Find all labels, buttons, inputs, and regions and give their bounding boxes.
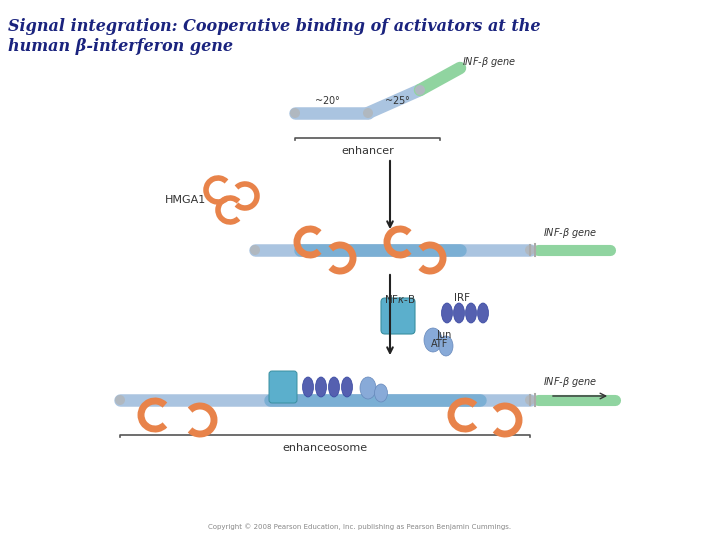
Ellipse shape: [302, 377, 313, 397]
Text: enhanceosome: enhanceosome: [282, 443, 368, 453]
Text: Jun: Jun: [436, 330, 451, 340]
Text: human β-interferon gene: human β-interferon gene: [8, 38, 233, 55]
Ellipse shape: [454, 303, 464, 323]
Ellipse shape: [360, 377, 376, 399]
Ellipse shape: [328, 377, 340, 397]
Ellipse shape: [424, 328, 442, 352]
Circle shape: [415, 85, 425, 95]
Text: INF-$\beta$ gene: INF-$\beta$ gene: [543, 226, 598, 240]
Text: INF-$\beta$ gene: INF-$\beta$ gene: [462, 55, 516, 69]
Text: INF-$\beta$ gene: INF-$\beta$ gene: [543, 375, 598, 389]
Text: ~20$\degree$: ~20$\degree$: [314, 94, 341, 106]
FancyBboxPatch shape: [381, 298, 415, 334]
Text: HMGA1: HMGA1: [165, 195, 206, 205]
Circle shape: [115, 395, 125, 405]
Ellipse shape: [374, 384, 387, 402]
FancyBboxPatch shape: [269, 371, 297, 403]
Ellipse shape: [341, 377, 353, 397]
Text: NF$\kappa$-B: NF$\kappa$-B: [384, 293, 416, 305]
Text: IRF: IRF: [454, 293, 470, 303]
Circle shape: [525, 395, 535, 405]
Ellipse shape: [466, 303, 477, 323]
Ellipse shape: [386, 301, 398, 311]
Circle shape: [525, 245, 535, 255]
Ellipse shape: [315, 377, 326, 397]
Ellipse shape: [439, 336, 453, 356]
Text: Copyright © 2008 Pearson Education, Inc. publishing as Pearson Benjamin Cummings: Copyright © 2008 Pearson Education, Inc.…: [208, 523, 512, 530]
Circle shape: [363, 108, 373, 118]
Text: enhancer: enhancer: [341, 146, 394, 156]
Circle shape: [250, 245, 260, 255]
Ellipse shape: [441, 303, 452, 323]
Circle shape: [290, 108, 300, 118]
Text: ATF: ATF: [431, 339, 449, 349]
Ellipse shape: [477, 303, 488, 323]
Text: Signal integration: Cooperative binding of activators at the: Signal integration: Cooperative binding …: [8, 18, 541, 35]
Text: ~25$\degree$: ~25$\degree$: [384, 94, 410, 106]
Ellipse shape: [274, 373, 284, 381]
